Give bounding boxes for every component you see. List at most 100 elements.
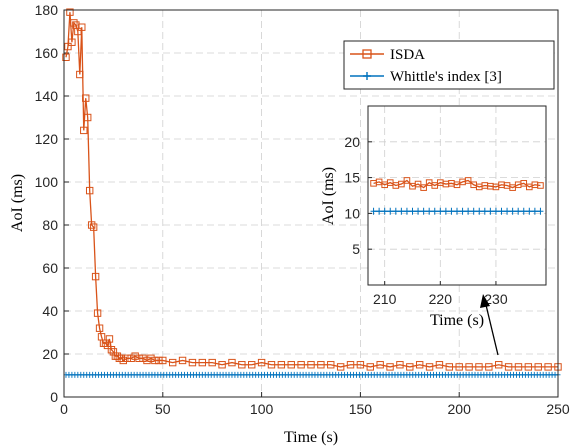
inset-x-tick-label: 210 <box>373 291 397 307</box>
isda-marker <box>277 361 286 369</box>
isda-marker <box>425 363 434 371</box>
inset-isda-marker <box>520 180 528 187</box>
inset-isda-marker <box>464 177 472 184</box>
inset-whittle-marker <box>476 207 483 215</box>
isda-marker <box>208 358 216 367</box>
isda-marker <box>135 354 143 363</box>
inset-whittle-marker <box>415 207 422 215</box>
inset-isda-marker <box>414 180 422 188</box>
isda-marker <box>475 363 483 371</box>
isda-marker <box>168 358 177 367</box>
zoom-arrow <box>480 294 499 356</box>
isda-marker <box>66 8 74 16</box>
isda-marker <box>155 356 163 365</box>
isda-marker <box>386 363 394 371</box>
inset-isda-marker <box>403 177 411 184</box>
x-tick-label: 150 <box>349 401 373 417</box>
x-tick-label: 200 <box>448 401 472 417</box>
inset-whittle-marker <box>448 207 455 215</box>
inset-whittle-marker <box>420 207 427 215</box>
isda-marker <box>74 27 82 36</box>
isda-marker <box>62 53 70 61</box>
isda-marker <box>105 335 114 343</box>
inset-whittle-marker <box>504 207 511 215</box>
isda-marker <box>84 113 92 122</box>
legend-whittle-marker <box>363 72 371 80</box>
inset-whittle-marker <box>520 207 527 215</box>
x-tick-label: 250 <box>546 401 570 417</box>
inset-whittle-marker <box>526 207 533 215</box>
y-tick-label: 140 <box>35 88 59 104</box>
legend-isda-label: ISDA <box>390 47 425 63</box>
inset-whittle-marker <box>465 207 472 215</box>
isda-marker <box>396 361 404 369</box>
inset-isda-marker <box>537 182 544 189</box>
isda-marker <box>80 126 88 135</box>
isda-marker <box>287 361 295 369</box>
inset-y-tick-label: 10 <box>344 205 360 221</box>
isda-marker <box>267 361 276 369</box>
inset-whittle-marker <box>470 207 477 215</box>
isda-marker <box>435 361 444 369</box>
inset-whittle-marker <box>442 207 449 215</box>
isda-marker <box>327 361 335 369</box>
inset-y-tick-label: 15 <box>344 170 360 186</box>
zoom-arrow-head <box>480 294 490 308</box>
main-series <box>62 8 562 378</box>
y-tick-label: 100 <box>35 174 59 190</box>
isda-marker <box>406 363 414 371</box>
isda-marker <box>504 363 513 371</box>
isda-marker <box>257 358 266 367</box>
inset-whittle-marker <box>459 207 466 215</box>
y-axis-label: AoI (ms) <box>9 174 26 232</box>
main-tick-labels: 0 50 100 150 200 250 0 20 40 60 80 100 120 140 160 180 <box>35 2 570 417</box>
isda-marker <box>107 346 116 354</box>
inset-whittle-marker <box>426 207 433 215</box>
inset-isda-line <box>373 179 541 189</box>
isda-marker <box>139 354 147 363</box>
inset-whittle-marker <box>381 207 388 215</box>
isda-marker <box>87 221 96 229</box>
isda-marker <box>85 186 94 195</box>
isda-marker <box>78 23 86 31</box>
legend: ISDA Whittle's index [3] <box>343 40 555 90</box>
inset-y-axis-label: AoI (ms) <box>320 167 337 225</box>
isda-marker <box>376 361 384 369</box>
isda-marker <box>248 361 256 369</box>
inset-whittle-marker <box>437 207 444 215</box>
isda-marker <box>147 354 155 363</box>
inset-x-axis-label: Time (s) <box>430 312 484 329</box>
isda-marker <box>101 339 110 347</box>
inset-isda-marker <box>420 184 427 191</box>
isda-marker <box>93 309 102 317</box>
inset-whittle-marker <box>487 207 494 215</box>
isda-marker <box>131 352 139 360</box>
isda-marker <box>89 223 98 231</box>
isda-marker <box>455 363 463 371</box>
isda-marker <box>445 363 454 371</box>
legend-whittle-label: Whittle's index [3] <box>390 69 502 85</box>
x-axis-label: Time (s) <box>284 429 338 446</box>
inset-tick-labels: 210 220 230 5 10 15 20 <box>344 134 507 307</box>
isda-marker <box>95 324 104 332</box>
isda-marker <box>524 363 533 371</box>
inset-whittle-marker <box>492 207 499 215</box>
isda-marker <box>119 356 127 365</box>
inset-whittle-marker <box>370 207 377 215</box>
isda-marker <box>123 354 131 363</box>
y-tick-label: 0 <box>50 389 58 405</box>
y-tick-label: 120 <box>35 131 59 147</box>
isda-marker <box>178 356 187 365</box>
main-plot-frame <box>63 9 559 398</box>
isda-marker <box>70 19 78 27</box>
isda-marker <box>143 356 151 365</box>
inset-whittle-marker <box>509 207 516 215</box>
inset-whittle-marker <box>398 207 405 215</box>
y-tick-label: 80 <box>42 217 58 233</box>
legend-box <box>343 40 555 90</box>
isda-marker <box>91 272 100 281</box>
inset-isda-marker <box>398 180 405 188</box>
inset-whittle-marker <box>498 207 505 215</box>
inset-series <box>370 177 544 215</box>
